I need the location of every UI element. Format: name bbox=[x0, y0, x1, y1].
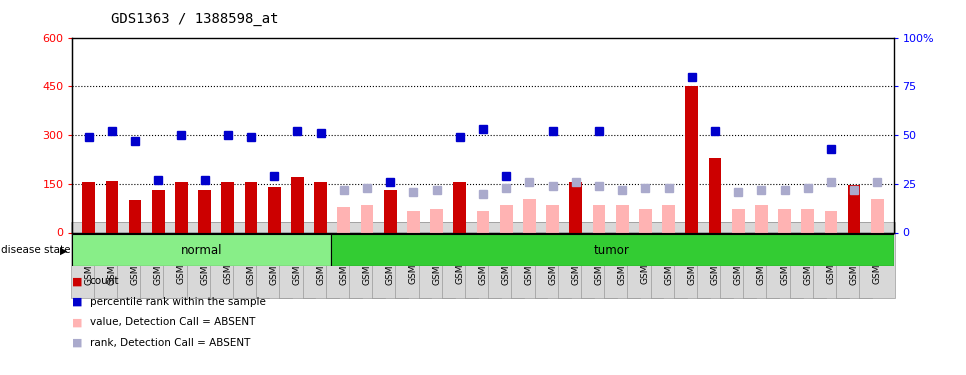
Bar bbox=[662, 205, 675, 232]
Bar bbox=[244, 182, 257, 232]
Bar bbox=[453, 182, 467, 232]
Bar bbox=[755, 205, 768, 232]
Bar bbox=[732, 209, 745, 232]
Bar bbox=[128, 200, 141, 232]
Bar bbox=[709, 158, 722, 232]
Bar bbox=[685, 86, 698, 232]
Bar bbox=[476, 211, 490, 232]
Bar bbox=[152, 190, 164, 232]
Bar bbox=[314, 182, 327, 232]
Bar bbox=[871, 200, 884, 232]
Bar bbox=[82, 182, 95, 232]
Bar bbox=[330, 234, 894, 266]
Bar bbox=[430, 209, 443, 232]
Text: ■: ■ bbox=[72, 297, 83, 307]
Bar bbox=[105, 180, 118, 232]
Bar bbox=[848, 185, 861, 232]
Bar bbox=[268, 187, 281, 232]
Bar bbox=[569, 182, 582, 232]
Bar bbox=[360, 205, 374, 232]
Text: percentile rank within the sample: percentile rank within the sample bbox=[90, 297, 266, 307]
Text: ■: ■ bbox=[72, 318, 83, 327]
Text: count: count bbox=[90, 276, 120, 286]
Bar bbox=[175, 182, 187, 232]
Bar bbox=[546, 205, 559, 232]
Bar bbox=[779, 209, 791, 232]
Bar bbox=[291, 177, 304, 232]
Bar bbox=[384, 190, 397, 232]
Bar bbox=[523, 200, 536, 232]
Text: GDS1363 / 1388598_at: GDS1363 / 1388598_at bbox=[111, 12, 278, 26]
Text: ▶: ▶ bbox=[60, 245, 68, 255]
Bar bbox=[825, 211, 838, 232]
Text: rank, Detection Call = ABSENT: rank, Detection Call = ABSENT bbox=[90, 338, 250, 348]
Text: ■: ■ bbox=[72, 338, 83, 348]
Text: normal: normal bbox=[181, 244, 222, 257]
Bar bbox=[592, 205, 606, 232]
Text: disease state: disease state bbox=[1, 245, 71, 255]
Text: value, Detection Call = ABSENT: value, Detection Call = ABSENT bbox=[90, 318, 255, 327]
Bar bbox=[337, 207, 351, 232]
Bar bbox=[802, 209, 814, 232]
Bar bbox=[499, 205, 513, 232]
Bar bbox=[407, 211, 420, 232]
Bar bbox=[615, 205, 629, 232]
Text: tumor: tumor bbox=[594, 244, 630, 257]
Bar bbox=[72, 234, 330, 266]
Bar bbox=[221, 182, 234, 232]
Bar bbox=[639, 209, 652, 232]
Bar bbox=[198, 190, 211, 232]
Text: ■: ■ bbox=[72, 276, 83, 286]
